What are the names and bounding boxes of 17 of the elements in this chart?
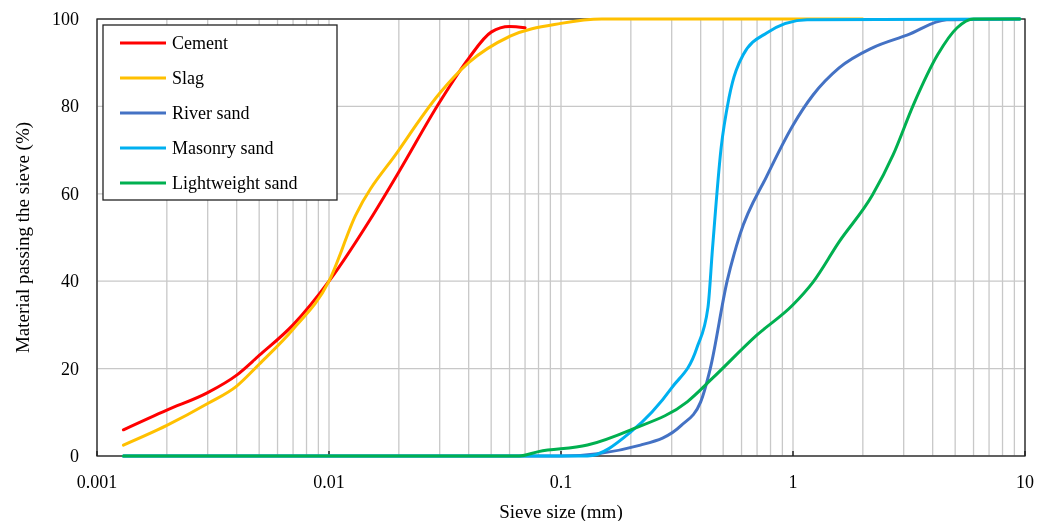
x-tick-label: 0.1 (549, 472, 573, 492)
x-tick-label: 0.001 (76, 472, 118, 492)
y-tick-label: 20 (61, 358, 79, 379)
x-tick-label: 1 (788, 472, 798, 492)
legend-label: Masonry sand (172, 138, 274, 158)
y-axis-title: Material passing the sieve (%) (12, 121, 34, 354)
y-tick-label: 100 (52, 9, 79, 29)
legend-label: Lightweight sand (172, 173, 298, 193)
legend-label: River sand (172, 103, 250, 123)
x-tick-label: 0.01 (313, 472, 345, 492)
y-tick-label: 80 (61, 96, 79, 117)
y-tick-label: 40 (61, 271, 79, 292)
x-tick-label: 10 (1016, 472, 1034, 492)
legend-label: Slag (172, 68, 205, 88)
y-tick-label: 60 (61, 183, 79, 204)
legend-label: Cement (172, 33, 228, 53)
y-tick-label: 0 (70, 446, 79, 466)
